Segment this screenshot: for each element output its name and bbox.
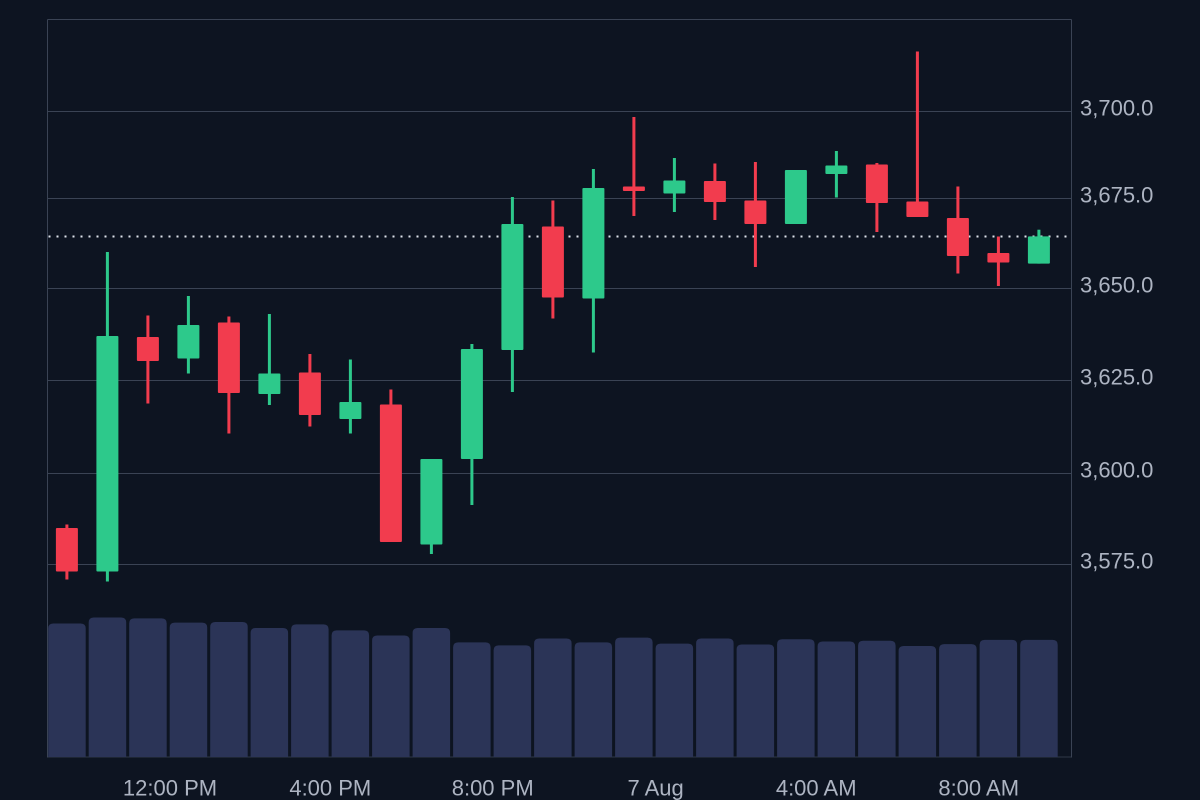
svg-text:8:00 AM: 8:00 AM: [938, 776, 1019, 800]
svg-text:3,575.0: 3,575.0: [1080, 549, 1153, 574]
svg-text:8:00 PM: 8:00 PM: [452, 776, 534, 800]
svg-text:3,650.0: 3,650.0: [1080, 273, 1153, 298]
svg-text:3,625.0: 3,625.0: [1080, 365, 1153, 390]
svg-text:4:00 PM: 4:00 PM: [289, 776, 371, 800]
svg-text:12:00 PM: 12:00 PM: [123, 776, 217, 800]
svg-text:3,700.0: 3,700.0: [1080, 96, 1153, 121]
svg-text:4:00 AM: 4:00 AM: [776, 776, 857, 800]
svg-text:3,600.0: 3,600.0: [1080, 458, 1153, 483]
svg-text:3,675.0: 3,675.0: [1080, 183, 1153, 208]
svg-text:7 Aug: 7 Aug: [627, 776, 683, 800]
